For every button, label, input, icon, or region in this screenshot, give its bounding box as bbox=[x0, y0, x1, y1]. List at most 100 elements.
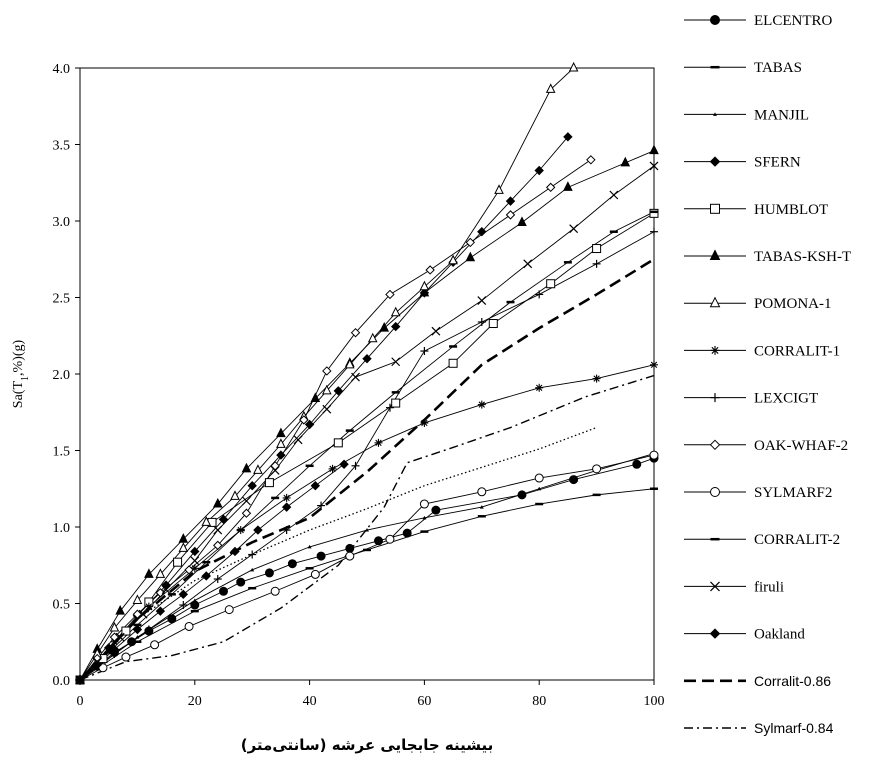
x-tick-label: 0 bbox=[77, 694, 84, 709]
legend-marker bbox=[710, 15, 720, 25]
data-point bbox=[535, 290, 544, 299]
data-point bbox=[505, 210, 516, 220]
data-point bbox=[230, 546, 240, 557]
data-point bbox=[304, 419, 315, 430]
data-point bbox=[253, 525, 263, 535]
legend-item: Sylmarf-0.84 bbox=[684, 720, 834, 736]
data-point bbox=[270, 461, 280, 471]
data-point bbox=[248, 550, 257, 559]
data-point bbox=[287, 559, 297, 569]
legend-item: OAK-WHAF-2 bbox=[684, 438, 848, 454]
series-line-tabas-ksh-t bbox=[80, 150, 654, 680]
data-point bbox=[201, 571, 211, 581]
data-point bbox=[477, 487, 487, 497]
data-point bbox=[213, 525, 223, 535]
data-point bbox=[190, 546, 200, 557]
legend: ELCENTRO TABAS MANJIL SFERN HUMBLOT TABAS-KSH… bbox=[684, 13, 851, 768]
data-point bbox=[477, 227, 487, 237]
data-point bbox=[505, 196, 516, 206]
data-point bbox=[218, 514, 229, 525]
data-point bbox=[448, 254, 458, 265]
data-point bbox=[299, 415, 309, 425]
series-line-corralit-0-86 bbox=[80, 258, 654, 680]
legend-label: Sylmarf-0.84 bbox=[754, 720, 834, 736]
legend-marker bbox=[710, 203, 720, 214]
data-point bbox=[75, 675, 85, 685]
data-point bbox=[365, 528, 369, 532]
data-point bbox=[201, 516, 212, 526]
legend-label: LEXCIGT bbox=[754, 391, 818, 407]
data-point bbox=[419, 499, 429, 509]
y-tick-label: 1.5 bbox=[53, 445, 71, 460]
data-point bbox=[609, 190, 619, 200]
data-point bbox=[431, 326, 441, 336]
data-point bbox=[391, 357, 401, 367]
data-point bbox=[236, 577, 246, 587]
data-point bbox=[649, 144, 659, 155]
data-point bbox=[385, 403, 394, 412]
data-point bbox=[517, 216, 527, 227]
series-markers-sylmarf2 bbox=[75, 450, 659, 685]
data-point bbox=[161, 585, 171, 595]
data-point bbox=[213, 540, 223, 551]
data-point bbox=[545, 83, 556, 93]
data-point bbox=[167, 614, 177, 624]
data-point bbox=[419, 286, 430, 297]
data-point bbox=[316, 551, 326, 561]
data-point bbox=[420, 347, 429, 356]
y-tick-label: 0.0 bbox=[53, 674, 71, 689]
marker-layer bbox=[75, 61, 659, 685]
data-point bbox=[219, 586, 228, 596]
data-point bbox=[132, 594, 143, 604]
data-point bbox=[150, 640, 160, 650]
data-point bbox=[563, 181, 573, 191]
legend-marker bbox=[709, 296, 721, 308]
data-point bbox=[379, 321, 390, 332]
data-point bbox=[649, 161, 659, 171]
data-point bbox=[178, 533, 189, 543]
data-point bbox=[535, 383, 544, 392]
series-line-imperial-valley bbox=[80, 426, 597, 680]
data-point bbox=[546, 279, 556, 289]
data-point bbox=[115, 632, 125, 642]
data-point bbox=[190, 556, 200, 566]
data-point bbox=[322, 366, 332, 376]
data-point bbox=[569, 475, 579, 485]
data-point bbox=[192, 598, 197, 602]
series-line-oak-whaf-2 bbox=[80, 159, 592, 680]
legend-marker bbox=[710, 345, 720, 355]
legend-item: SYLMARF2 bbox=[684, 485, 832, 501]
data-point bbox=[138, 609, 148, 619]
data-point bbox=[344, 358, 355, 369]
data-point bbox=[250, 567, 255, 572]
data-point bbox=[242, 496, 251, 506]
x-tick-label: 60 bbox=[417, 694, 431, 709]
data-point bbox=[184, 565, 194, 575]
data-point bbox=[328, 464, 337, 473]
data-point bbox=[173, 557, 183, 567]
legend-item: SFERN bbox=[684, 155, 801, 171]
legend-item: POMONA-1 bbox=[684, 296, 832, 312]
data-point bbox=[121, 652, 131, 662]
data-point bbox=[620, 156, 631, 167]
y-tick-label: 4.0 bbox=[53, 62, 71, 77]
data-point bbox=[144, 625, 153, 634]
data-point bbox=[351, 461, 360, 470]
x-axis-title: بیشینه جابجایی عرشه (سانتی‌متر) bbox=[241, 736, 494, 754]
data-point bbox=[307, 544, 312, 549]
legend-label: OAK-WHAF-2 bbox=[754, 438, 848, 454]
x-tick-label: 100 bbox=[644, 694, 665, 709]
legend-marker bbox=[710, 487, 720, 497]
data-point bbox=[479, 505, 484, 509]
data-point bbox=[367, 332, 378, 343]
data-point bbox=[282, 526, 291, 535]
data-point bbox=[345, 551, 355, 561]
legend-label: MANJIL bbox=[754, 107, 809, 123]
legend-item: MANJIL bbox=[684, 107, 809, 123]
data-point bbox=[569, 224, 579, 234]
data-point bbox=[281, 502, 292, 512]
data-point bbox=[465, 237, 476, 248]
data-point bbox=[362, 353, 372, 364]
data-point bbox=[121, 626, 131, 636]
data-point bbox=[184, 621, 194, 631]
